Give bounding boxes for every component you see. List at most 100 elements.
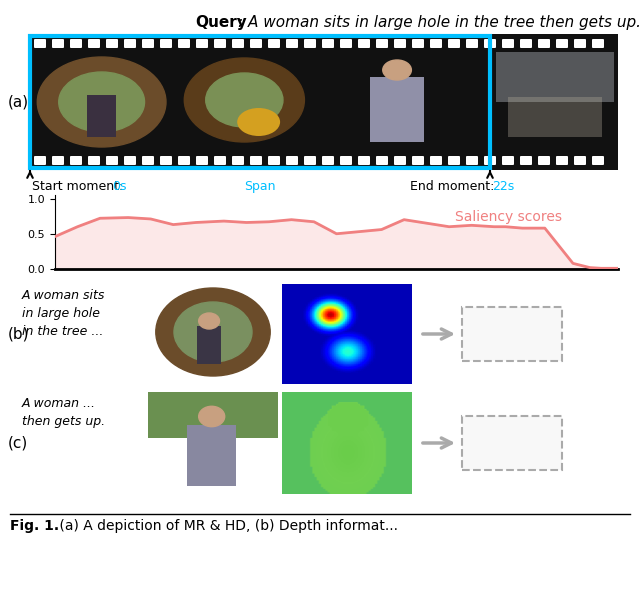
FancyBboxPatch shape	[574, 156, 586, 165]
FancyBboxPatch shape	[370, 77, 424, 142]
FancyBboxPatch shape	[304, 39, 316, 48]
FancyBboxPatch shape	[70, 156, 82, 165]
FancyBboxPatch shape	[88, 39, 100, 48]
FancyBboxPatch shape	[268, 39, 280, 48]
FancyBboxPatch shape	[232, 156, 244, 165]
Circle shape	[184, 58, 305, 142]
FancyBboxPatch shape	[412, 156, 424, 165]
FancyBboxPatch shape	[214, 156, 226, 165]
Circle shape	[205, 73, 283, 127]
FancyBboxPatch shape	[124, 156, 136, 165]
FancyBboxPatch shape	[592, 39, 604, 48]
FancyBboxPatch shape	[502, 156, 514, 165]
FancyBboxPatch shape	[376, 156, 388, 165]
FancyBboxPatch shape	[187, 424, 236, 486]
Circle shape	[59, 72, 145, 132]
FancyBboxPatch shape	[52, 156, 64, 165]
Ellipse shape	[237, 108, 280, 136]
FancyBboxPatch shape	[286, 39, 298, 48]
Circle shape	[383, 60, 412, 80]
FancyBboxPatch shape	[462, 307, 562, 361]
FancyBboxPatch shape	[286, 156, 298, 165]
FancyBboxPatch shape	[538, 156, 550, 165]
FancyBboxPatch shape	[124, 39, 136, 48]
Text: Span: Span	[244, 180, 276, 193]
FancyBboxPatch shape	[268, 156, 280, 165]
Text: A woman ...
then gets up.: A woman ... then gets up.	[22, 397, 105, 428]
FancyBboxPatch shape	[322, 39, 334, 48]
FancyBboxPatch shape	[214, 39, 226, 48]
FancyBboxPatch shape	[196, 156, 208, 165]
FancyBboxPatch shape	[508, 97, 602, 137]
FancyBboxPatch shape	[160, 156, 172, 165]
FancyBboxPatch shape	[70, 39, 82, 48]
FancyBboxPatch shape	[52, 39, 64, 48]
Text: End moment:: End moment:	[410, 180, 499, 193]
FancyBboxPatch shape	[496, 52, 614, 102]
FancyBboxPatch shape	[448, 156, 460, 165]
FancyBboxPatch shape	[197, 326, 221, 364]
FancyBboxPatch shape	[430, 39, 442, 48]
FancyBboxPatch shape	[484, 156, 496, 165]
FancyBboxPatch shape	[148, 392, 278, 438]
Text: Fig. 1.: Fig. 1.	[10, 519, 59, 533]
FancyBboxPatch shape	[502, 39, 514, 48]
FancyBboxPatch shape	[340, 39, 352, 48]
FancyBboxPatch shape	[106, 156, 118, 165]
FancyBboxPatch shape	[322, 156, 334, 165]
Text: 0s: 0s	[112, 180, 127, 193]
FancyBboxPatch shape	[196, 39, 208, 48]
FancyBboxPatch shape	[394, 39, 406, 48]
FancyBboxPatch shape	[574, 39, 586, 48]
FancyBboxPatch shape	[232, 39, 244, 48]
Text: (a) A depiction of MR & HD, (b) Depth informat...: (a) A depiction of MR & HD, (b) Depth in…	[55, 519, 398, 533]
Circle shape	[37, 57, 166, 147]
FancyBboxPatch shape	[430, 156, 442, 165]
FancyBboxPatch shape	[520, 39, 532, 48]
FancyBboxPatch shape	[520, 156, 532, 165]
FancyBboxPatch shape	[358, 156, 370, 165]
FancyBboxPatch shape	[28, 34, 618, 170]
FancyBboxPatch shape	[178, 156, 190, 165]
FancyBboxPatch shape	[250, 39, 262, 48]
FancyBboxPatch shape	[592, 156, 604, 165]
FancyBboxPatch shape	[394, 156, 406, 165]
FancyBboxPatch shape	[142, 156, 154, 165]
FancyBboxPatch shape	[87, 95, 116, 137]
Text: Static Scene
Understanding: Static Scene Understanding	[466, 319, 558, 349]
FancyBboxPatch shape	[142, 39, 154, 48]
FancyBboxPatch shape	[34, 156, 46, 165]
FancyBboxPatch shape	[358, 39, 370, 48]
Text: Start moment:: Start moment:	[32, 180, 127, 193]
Text: Saliency scores: Saliency scores	[455, 210, 562, 224]
Text: Query: Query	[195, 15, 247, 30]
FancyBboxPatch shape	[556, 39, 568, 48]
FancyBboxPatch shape	[556, 156, 568, 165]
Circle shape	[156, 288, 270, 376]
Circle shape	[198, 406, 225, 427]
FancyBboxPatch shape	[466, 156, 478, 165]
FancyBboxPatch shape	[376, 39, 388, 48]
FancyBboxPatch shape	[34, 39, 46, 48]
FancyBboxPatch shape	[340, 156, 352, 165]
Text: (a): (a)	[8, 95, 29, 110]
Text: 22s: 22s	[492, 180, 515, 193]
Circle shape	[174, 302, 252, 362]
FancyBboxPatch shape	[538, 39, 550, 48]
FancyBboxPatch shape	[462, 416, 562, 470]
FancyBboxPatch shape	[412, 39, 424, 48]
Text: A woman sits
in large hole
in the tree ...: A woman sits in large hole in the tree .…	[22, 289, 106, 338]
FancyBboxPatch shape	[160, 39, 172, 48]
FancyBboxPatch shape	[304, 156, 316, 165]
FancyBboxPatch shape	[106, 39, 118, 48]
FancyBboxPatch shape	[448, 39, 460, 48]
Text: (c): (c)	[8, 435, 28, 450]
FancyBboxPatch shape	[88, 156, 100, 165]
Circle shape	[198, 313, 220, 329]
Text: : A woman sits in large hole in the tree then gets up.: : A woman sits in large hole in the tree…	[238, 15, 640, 30]
FancyBboxPatch shape	[466, 39, 478, 48]
FancyBboxPatch shape	[178, 39, 190, 48]
FancyBboxPatch shape	[484, 39, 496, 48]
Text: Dynamic Scene
Reasoning: Dynamic Scene Reasoning	[463, 428, 561, 458]
FancyBboxPatch shape	[250, 156, 262, 165]
